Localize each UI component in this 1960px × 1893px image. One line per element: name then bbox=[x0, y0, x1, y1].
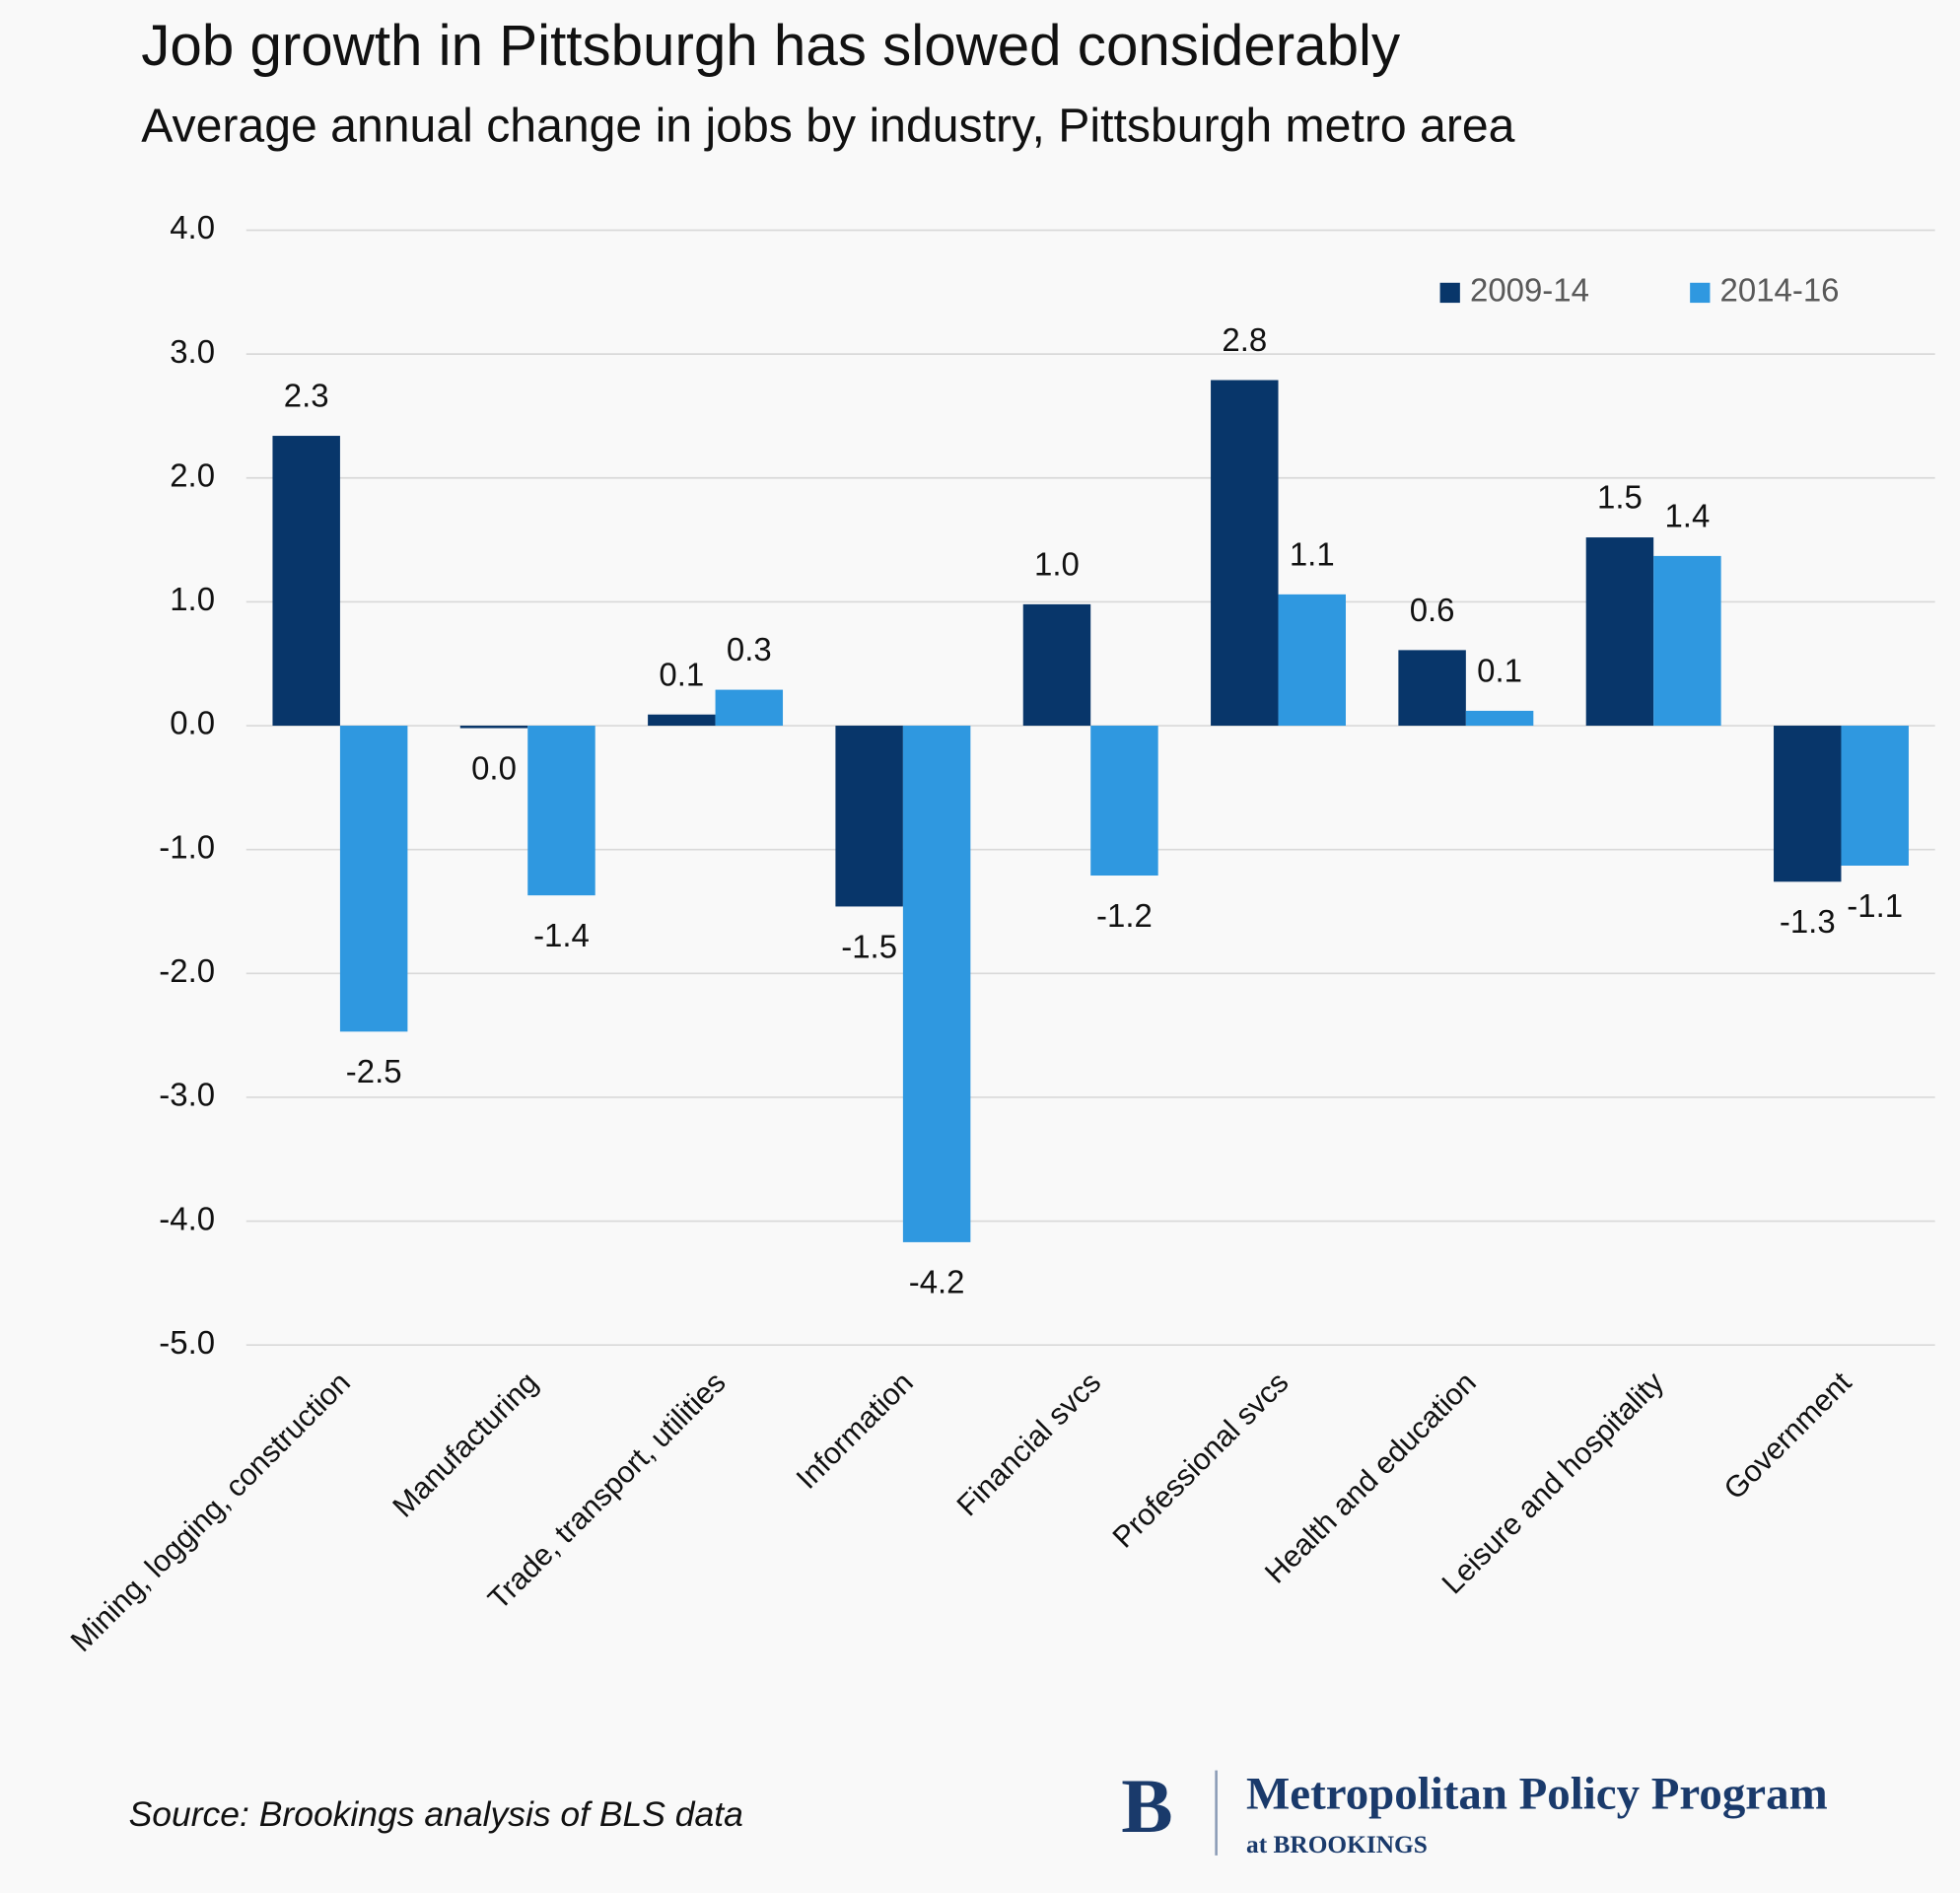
bar bbox=[835, 726, 903, 907]
value-label: 0.0 bbox=[471, 749, 517, 786]
legend-swatch bbox=[1690, 282, 1711, 304]
y-tick-label: 0.0 bbox=[170, 705, 215, 741]
bar bbox=[1211, 380, 1279, 727]
legend-label: 2009-14 bbox=[1470, 272, 1589, 309]
value-label: 0.1 bbox=[1477, 653, 1522, 689]
value-label: 0.3 bbox=[727, 631, 772, 667]
bar bbox=[715, 689, 784, 727]
bar bbox=[1774, 726, 1842, 882]
bar bbox=[902, 726, 971, 1242]
bar bbox=[1585, 537, 1654, 727]
value-label: -1.2 bbox=[1096, 897, 1153, 934]
value-label: -1.3 bbox=[1780, 903, 1836, 940]
bar bbox=[1278, 594, 1346, 727]
bar bbox=[1653, 555, 1721, 727]
bar bbox=[1022, 603, 1091, 727]
bar bbox=[272, 436, 340, 727]
y-tick-label: -3.0 bbox=[159, 1077, 215, 1113]
bar bbox=[1090, 726, 1158, 876]
logo-name: Metropolitan Policy Program bbox=[1246, 1768, 1828, 1819]
y-tick-label: 3.0 bbox=[170, 333, 215, 370]
y-tick-label: 1.0 bbox=[170, 581, 215, 617]
source: Source: Brookings analysis of BLS data bbox=[129, 1794, 743, 1834]
legend-label: 2014-16 bbox=[1720, 272, 1840, 309]
bar bbox=[527, 726, 595, 896]
bar bbox=[339, 726, 408, 1032]
value-label: -4.2 bbox=[909, 1264, 965, 1300]
bar bbox=[1398, 650, 1466, 727]
y-tick-label: -1.0 bbox=[159, 828, 215, 865]
value-label: -1.4 bbox=[533, 917, 590, 953]
y-tick-label: -2.0 bbox=[159, 952, 215, 989]
value-label: 1.1 bbox=[1290, 535, 1335, 572]
value-label: -1.1 bbox=[1847, 887, 1903, 924]
value-label: 1.0 bbox=[1034, 546, 1080, 583]
bar bbox=[648, 714, 716, 727]
y-tick-label: -4.0 bbox=[159, 1200, 215, 1236]
value-label: 1.5 bbox=[1597, 479, 1643, 516]
value-label: 0.6 bbox=[1410, 592, 1455, 628]
logo-mark: B bbox=[1121, 1764, 1172, 1850]
y-tick-label: 2.0 bbox=[170, 456, 215, 493]
bar bbox=[1465, 710, 1534, 727]
value-label: -2.5 bbox=[346, 1053, 402, 1089]
chart-title: Job growth in Pittsburgh has slowed cons… bbox=[141, 14, 1401, 78]
value-label: 1.4 bbox=[1664, 498, 1710, 534]
bar bbox=[459, 726, 528, 729]
value-label: 0.1 bbox=[659, 656, 704, 692]
chart-subtitle: Average annual change in jobs by industr… bbox=[141, 99, 1514, 152]
y-tick-label: 4.0 bbox=[170, 209, 215, 245]
legend-swatch bbox=[1439, 282, 1460, 304]
logo-sub: at BROOKINGS bbox=[1246, 1831, 1428, 1858]
bar bbox=[1841, 726, 1909, 866]
y-tick-label: -5.0 bbox=[159, 1324, 215, 1361]
value-label: 2.8 bbox=[1222, 321, 1267, 358]
value-label: -1.5 bbox=[841, 928, 897, 964]
value-label: 2.3 bbox=[284, 378, 329, 414]
